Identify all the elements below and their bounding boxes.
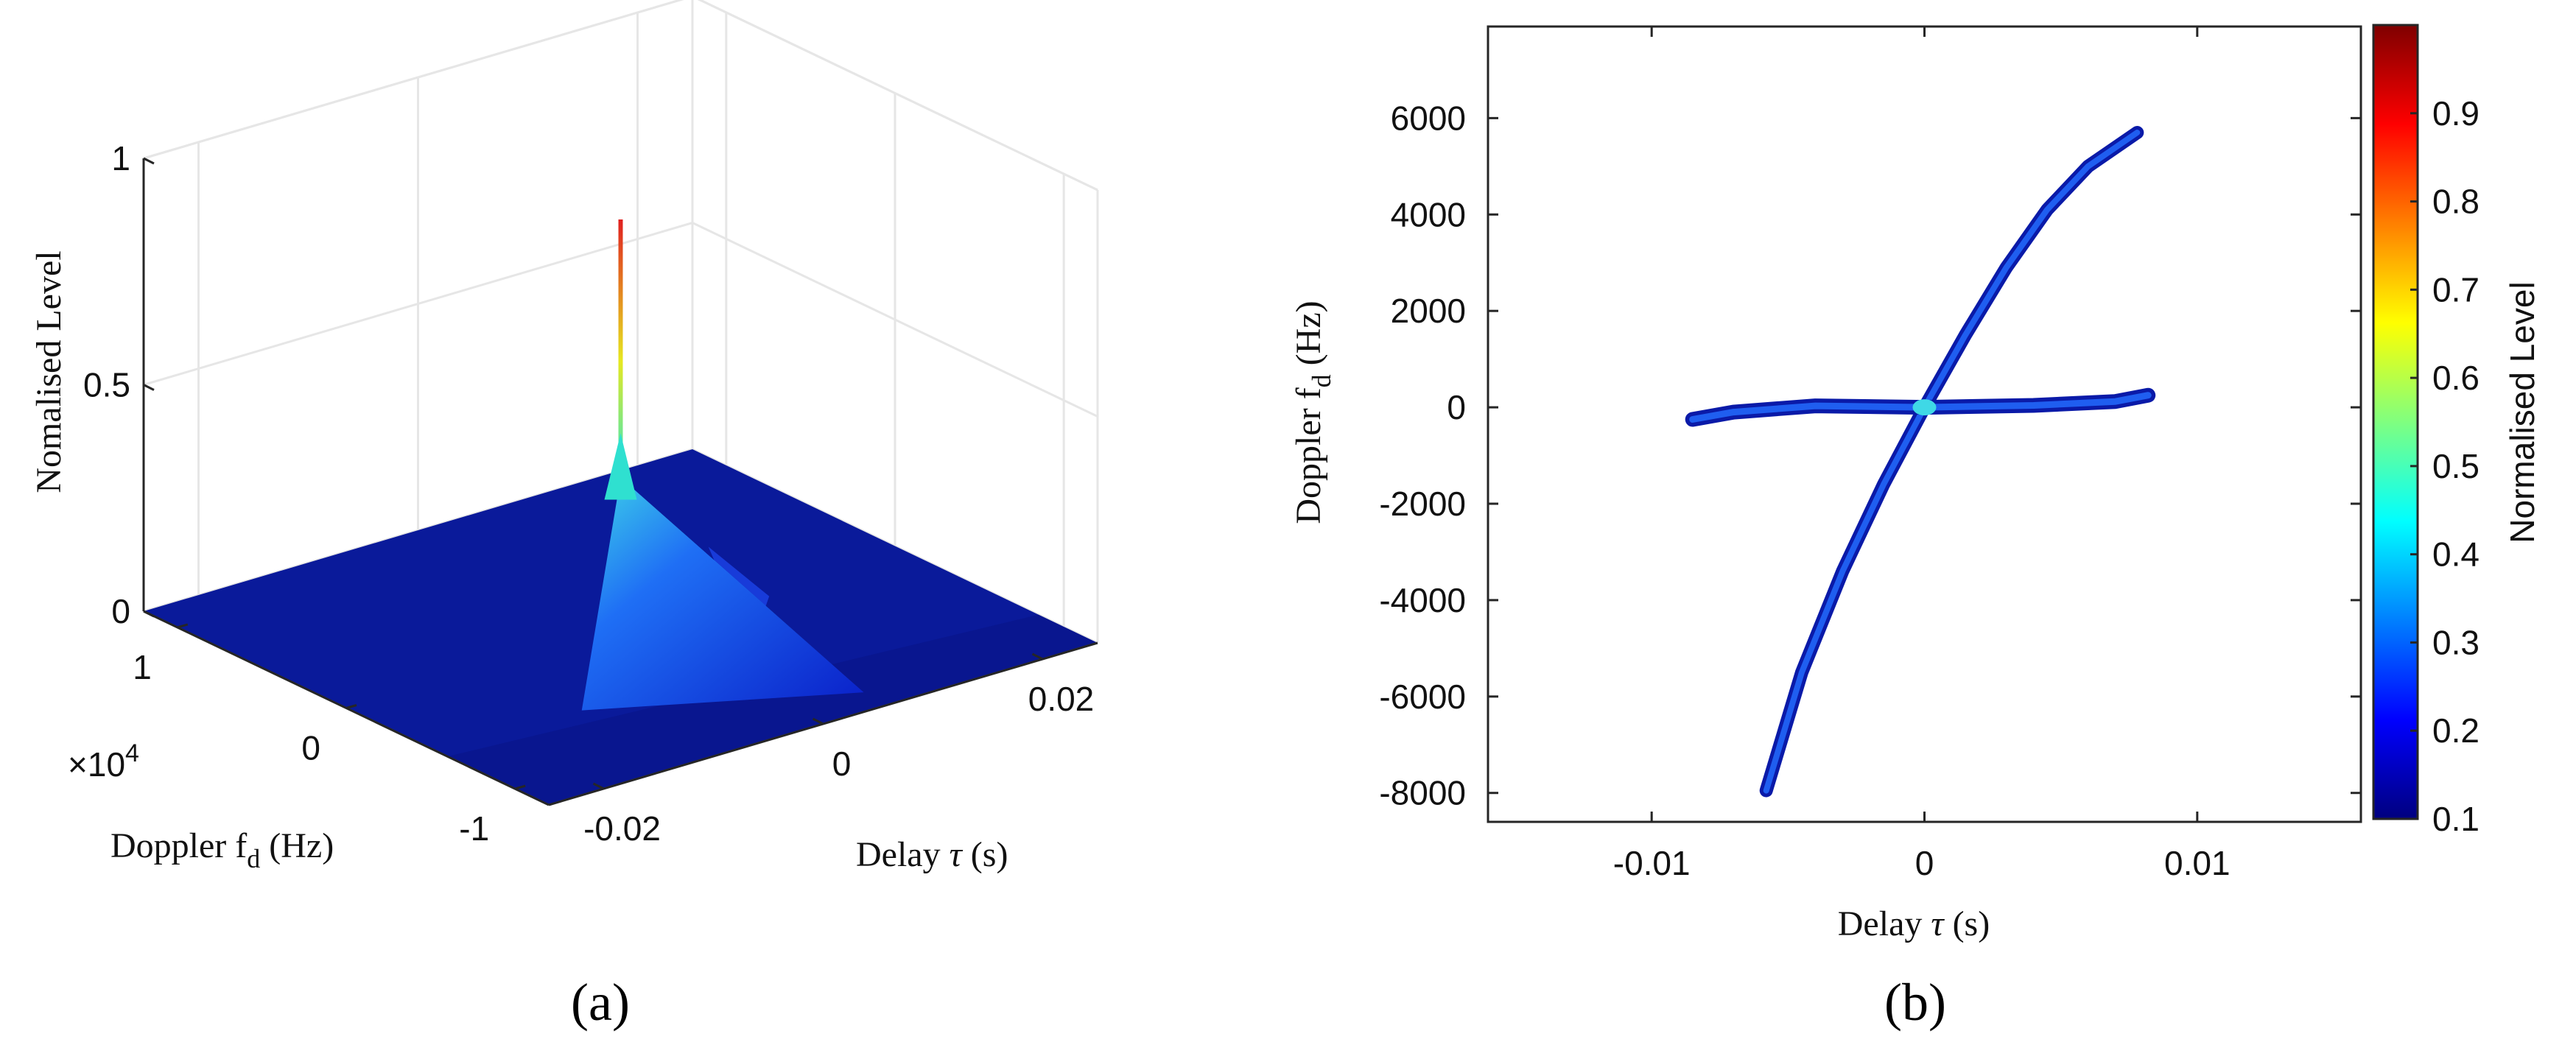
colorbar-tick-label: 0.2 xyxy=(2432,711,2480,750)
colorbar-tick-label: 0.4 xyxy=(2432,535,2480,574)
x-tick-label: -0.01 xyxy=(1613,844,1691,882)
panel-b-ylabel: Doppler fd (Hz) xyxy=(1289,300,1336,524)
y-tick-label: 6000 xyxy=(1391,99,1466,137)
y-tick-label: 4000 xyxy=(1391,195,1466,233)
colorbar-label: Normalised Level xyxy=(2503,281,2541,543)
x-tick-mark xyxy=(592,782,605,790)
colorbar-tick-label: 0.5 xyxy=(2432,447,2480,485)
z-gridline xyxy=(143,221,1098,418)
y-tick-label: 1 xyxy=(133,648,152,686)
surface-peak-right-face xyxy=(620,477,864,693)
z-tick-label: 1 xyxy=(111,139,130,177)
colorbar-tick-label: 0.8 xyxy=(2432,183,2480,221)
z-tick-mark xyxy=(143,384,155,391)
panel-b-xlabel: Delay τ (s) xyxy=(1838,904,1990,943)
ridge-crossing xyxy=(1912,399,1937,416)
z-gridline xyxy=(143,0,1098,191)
surface-peak-cap xyxy=(604,433,637,500)
ridge-core xyxy=(1763,130,2141,794)
x-tick-label: 0 xyxy=(832,745,852,783)
y-tick-mark xyxy=(177,623,189,629)
panel-b-plot-area xyxy=(1487,25,2362,823)
surface-shade xyxy=(447,614,1098,805)
panel-a-caption: (a) xyxy=(571,973,630,1032)
z-tick-mark xyxy=(143,157,155,165)
colorbar-tick-label: 0.1 xyxy=(2432,800,2480,838)
panel-b-caption: (b) xyxy=(1884,973,1946,1032)
y-tick-label: -6000 xyxy=(1379,678,1466,716)
panel-b: -0.01 0 0.01 6000 4000 2000 0 -2000 -4000 -6000 -8… xyxy=(1289,24,2541,943)
panel-a-y-exponent: ×104 xyxy=(68,739,139,784)
colorbar-tick-label: 0.7 xyxy=(2432,270,2480,309)
colorbar xyxy=(2372,24,2419,820)
y-tick-label: 0 xyxy=(301,729,320,767)
x-tick-label: 0.02 xyxy=(1028,680,1095,718)
panel-b-ridges xyxy=(1685,126,2156,798)
colorbar-ticks: 0.1 0.2 0.3 0.4 0.5 0.6 0.7 0.8 0.9 xyxy=(2410,94,2480,838)
y-tick-label: -2000 xyxy=(1379,485,1466,523)
surface-peak-spike xyxy=(618,219,623,478)
x-tick-label: 0 xyxy=(1915,844,1934,882)
z-tick-label: 0.5 xyxy=(83,366,130,404)
y-tick-label: 2000 xyxy=(1391,292,1466,330)
panel-a-xlabel: Delay τ (s) xyxy=(856,835,1008,874)
colorbar-tick-label: 0.9 xyxy=(2432,94,2480,133)
panel-a-surface xyxy=(144,219,1098,805)
y-tick-label: -4000 xyxy=(1379,581,1466,619)
z-tick-mark xyxy=(143,610,155,618)
y-tick-label: -1 xyxy=(459,809,489,848)
panel-a-zlabel: Nomalised Level xyxy=(29,250,69,493)
x-tick-label: -0.02 xyxy=(583,809,661,848)
surface-peak-left-face xyxy=(581,477,864,711)
z-tick-label: 0 xyxy=(111,592,130,630)
y-tick-label: 0 xyxy=(1447,388,1466,426)
colorbar-tick-label: 0.6 xyxy=(2432,359,2480,397)
x-tick-label: 0.01 xyxy=(2164,844,2231,882)
colorbar-tick-label: 0.3 xyxy=(2432,623,2480,661)
y-tick-mark xyxy=(345,704,357,709)
panel-a-ylabel: Doppler fd (Hz) xyxy=(110,826,334,873)
y-tick-label: -8000 xyxy=(1379,774,1466,812)
y-tick-mark xyxy=(514,784,526,790)
x-tick-mark xyxy=(1031,652,1044,661)
x-tick-mark xyxy=(812,717,824,725)
panel-b-ticks: -0.01 0 0.01 6000 4000 2000 0 -2000 -4000 -6000 -8… xyxy=(1379,27,2361,882)
